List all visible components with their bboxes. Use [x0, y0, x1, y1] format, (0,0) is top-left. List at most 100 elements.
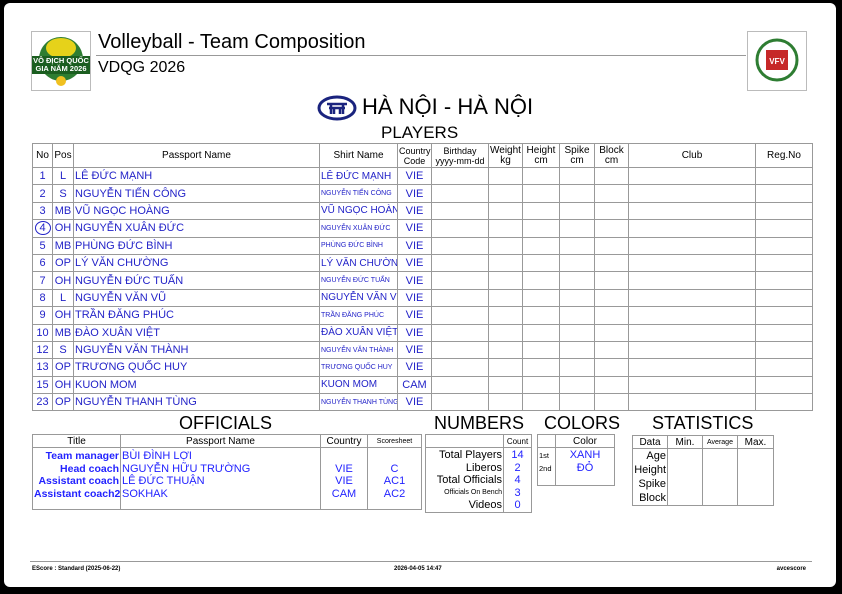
player-country: VIE — [397, 271, 432, 290]
player-height — [522, 166, 560, 186]
player-spike — [559, 166, 595, 186]
player-weight — [488, 306, 523, 325]
player-spike — [559, 393, 595, 412]
official-scoresheet-code: AC2 — [383, 487, 406, 500]
player-height — [522, 201, 560, 221]
players-table: No Pos Passport Name Shirt Name Country C… — [32, 143, 813, 412]
player-number: 13 — [32, 358, 53, 377]
numbers-label: Liberos — [465, 461, 502, 474]
stat-label: Block — [639, 492, 666, 504]
off-col-country: Country — [320, 434, 368, 448]
competition-logo: VÔ ĐỊCH QUỐC GIA NĂM 2026 — [31, 31, 91, 91]
player-block — [594, 236, 629, 255]
player-country: VIE — [397, 219, 432, 238]
player-shirt-name: TRẦN ĐĂNG PHÚC — [319, 306, 398, 325]
player-position: OP — [52, 358, 74, 377]
player-number: 15 — [32, 375, 53, 395]
player-club — [628, 236, 756, 255]
vfv-logo: VFV — [747, 31, 807, 91]
player-weight — [488, 340, 523, 360]
color-order: 1st — [539, 451, 550, 460]
col-country: Country Code — [397, 143, 432, 168]
player-passport-name: LÊ ĐỨC MẠNH — [73, 166, 320, 186]
player-block — [594, 340, 629, 360]
official-scoresheet-code — [369, 450, 420, 463]
player-row: 6 OP LÝ VĂN CHƯỜNG LÝ VĂN CHƯỜNG VIE — [32, 253, 813, 273]
official-title: Head coach — [60, 462, 119, 475]
player-regno — [755, 271, 813, 290]
player-spike — [559, 358, 595, 377]
player-position: L — [52, 166, 74, 186]
player-shirt-name: NGUYỄN VĂN VŨ — [319, 288, 398, 308]
player-passport-name: LÝ VĂN CHƯỜNG — [73, 253, 320, 273]
player-height — [522, 358, 560, 377]
player-number-value: 10 — [36, 326, 49, 339]
player-passport-name: NGUYỄN XUÂN ĐỨC — [73, 219, 320, 238]
player-number: 4 — [32, 219, 53, 238]
player-country: VIE — [397, 358, 432, 377]
team-logo — [317, 95, 357, 121]
player-country: CAM — [397, 375, 432, 395]
player-birthday — [431, 358, 489, 377]
title-rule — [96, 55, 746, 56]
col-spike: Spike cm — [559, 143, 595, 168]
numbers-value: 3 — [514, 486, 521, 499]
player-club — [628, 375, 756, 395]
player-height — [522, 271, 560, 290]
stat-avg — [702, 448, 738, 506]
stat-col: Average — [702, 435, 738, 449]
player-number: 5 — [32, 236, 53, 255]
player-birthday — [431, 219, 489, 238]
player-height — [522, 288, 560, 308]
player-block — [594, 358, 629, 377]
vfv-logo-text: VFV — [769, 57, 785, 66]
player-shirt-name: NGUYỄN VĂN THÀNH — [319, 340, 398, 360]
player-number: 9 — [32, 306, 53, 325]
player-height — [522, 236, 560, 255]
player-spike — [559, 306, 595, 325]
player-spike — [559, 219, 595, 238]
captain-marker: 4 — [34, 221, 51, 236]
player-position: MB — [52, 236, 74, 255]
player-row: 23 OP NGUYỄN THANH TÙNG NGUYỄN THANH TÙNG VI… — [32, 393, 813, 412]
player-passport-name: VŨ NGỌC HOÀNG — [73, 201, 320, 221]
player-row: 2 S NGUYỄN TIẾN CÔNG NGUYỄN TIẾN CÔNG VIE — [32, 184, 813, 203]
officials-titles: Team manager Head coach Assistant coach Ass… — [32, 447, 121, 510]
player-number-value: 5 — [39, 239, 46, 252]
footer-software: EScore : Standard (2025-06-22) — [32, 566, 121, 572]
player-position: OP — [52, 253, 74, 273]
player-position: S — [52, 340, 74, 360]
col-block: Block cm — [594, 143, 629, 168]
player-block — [594, 201, 629, 221]
col-regno: Reg.No — [755, 143, 813, 168]
player-block — [594, 288, 629, 308]
footer-rule — [30, 561, 812, 562]
player-regno — [755, 306, 813, 325]
player-shirt-name: LÊ ĐỨC MẠNH — [319, 166, 398, 186]
footer-source: avcescore — [776, 566, 806, 572]
player-position: OH — [52, 271, 74, 290]
player-country: VIE — [397, 253, 432, 273]
player-spike — [559, 184, 595, 203]
player-number-value: 7 — [39, 274, 46, 287]
player-club — [628, 306, 756, 325]
player-row: 15 OH KUON MOM KUON MOM CAM — [32, 375, 813, 395]
player-weight — [488, 184, 523, 203]
col-pos: Pos — [52, 143, 74, 168]
player-birthday — [431, 375, 489, 395]
team-name: HÀ NỘI - HÀ NỘI — [362, 94, 534, 119]
player-birthday — [431, 306, 489, 325]
stat-max — [737, 448, 774, 506]
player-number-value: 2 — [39, 187, 46, 200]
player-row: 4 OH NGUYỄN XUÂN ĐỨC NGUYỄN XUÂN ĐỨC VIE — [32, 219, 813, 238]
player-club — [628, 166, 756, 186]
player-birthday — [431, 236, 489, 255]
player-block — [594, 306, 629, 325]
player-row: 5 MB PHÙNG ĐỨC BÌNH PHÙNG ĐỨC BÌNH VIE — [32, 236, 813, 255]
player-spike — [559, 271, 595, 290]
color-value: ĐỎ — [576, 461, 594, 474]
official-scoresheet-code: C — [390, 462, 399, 475]
player-shirt-name: PHÙNG ĐỨC BÌNH — [319, 236, 398, 255]
official-title: Team manager — [45, 450, 119, 462]
numbers-label: Officials On Bench — [444, 488, 502, 496]
